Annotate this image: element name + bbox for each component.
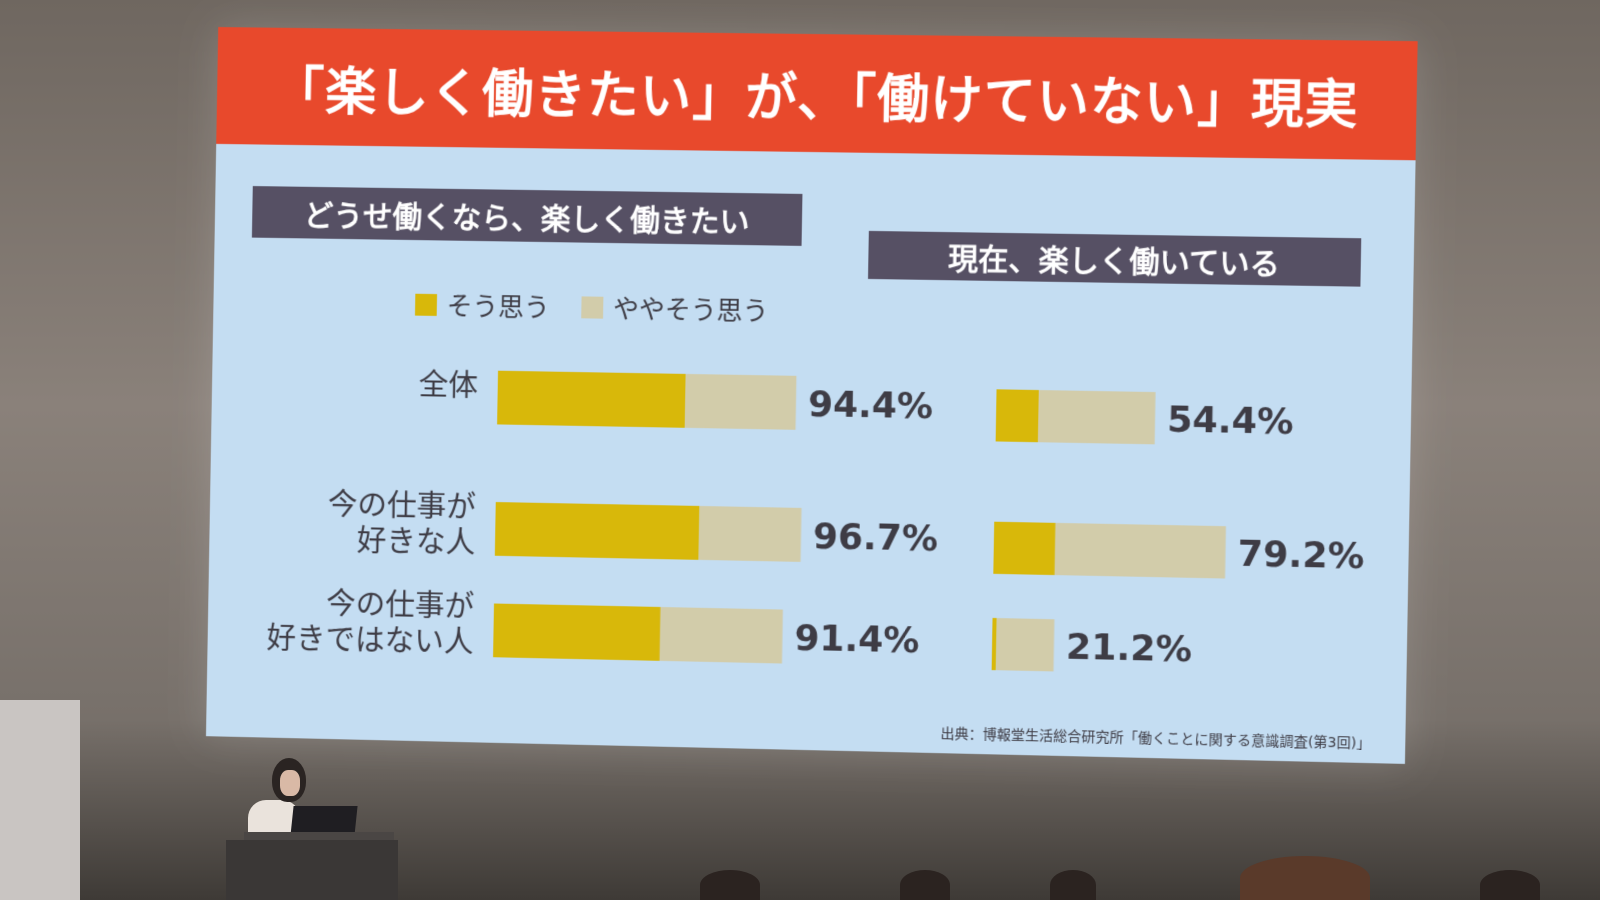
audience-head [1240,856,1370,900]
bar-segment-somewhat-agree [995,618,1055,672]
bar-segment-agree [995,389,1039,443]
presenter-face [280,770,300,796]
bar-segment-somewhat-agree [698,505,802,562]
bar-segment-somewhat-agree [659,606,783,664]
bar-segment-somewhat-agree [1037,390,1156,445]
audience-head [1480,870,1540,900]
bar-total-label: 79.2% [1237,533,1364,577]
audience-head [700,870,760,900]
bar-segment-somewhat-agree [684,373,797,430]
audience-head [1050,870,1096,900]
bar-segment-agree [991,617,997,671]
bar-total-label: 91.4% [794,618,920,662]
bar-segment-agree [497,370,686,428]
bar-total-label: 94.4% [808,384,934,427]
bar-total-label: 96.7% [813,516,939,560]
audience-head [900,870,950,900]
podium [226,840,398,900]
projected-slide: 「楽しく働きたい」が、「働けていない」現実 どうせ働くなら、楽しく働きたい 現在… [205,27,1418,764]
bar-segment-agree [993,521,1056,576]
bar-segment-agree [493,603,661,661]
stage-wall [0,700,80,900]
bar-total-label: 21.2% [1066,626,1193,670]
stacked-bar-chart: 94.4% 96.7% 91.4% 54.4% 79.2% 21.2% [493,370,1365,672]
bar-total-label: 54.4% [1167,399,1294,443]
bar-segment-agree [494,502,700,560]
bar-segment-somewhat-agree [1054,522,1226,579]
